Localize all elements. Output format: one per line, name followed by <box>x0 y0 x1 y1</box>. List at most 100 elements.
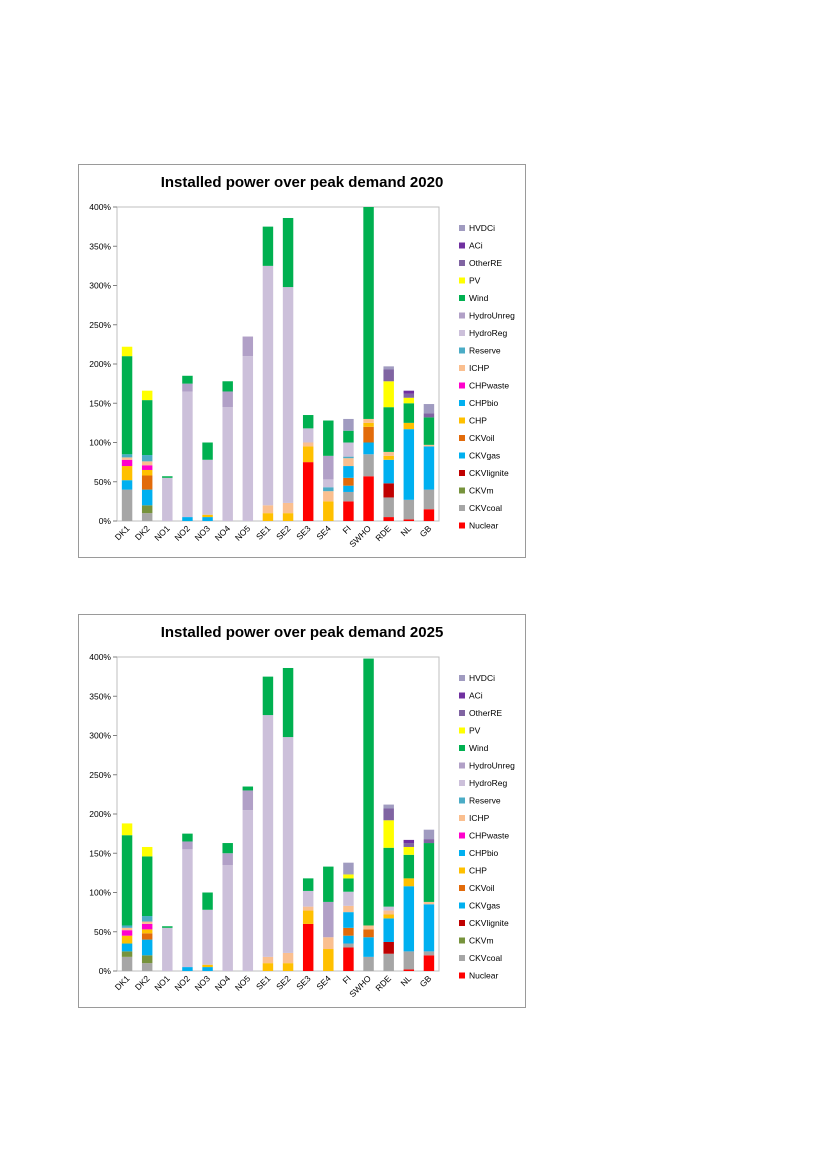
bar-segment-ichp-swho <box>363 418 374 423</box>
bar-segment-aci-nl <box>403 390 415 394</box>
bar-segment-hydroreg-se2 <box>282 737 294 953</box>
bar-segment-pv-dk2 <box>141 846 153 857</box>
x-tick-label: SE1 <box>254 523 273 542</box>
bar-segment-otherre-gb <box>423 413 435 418</box>
legend-label-hydrounreg: HydroUnreg <box>469 761 515 771</box>
legend-swatch-nuclear <box>459 972 465 979</box>
legend-label-chpwaste: CHPwaste <box>469 831 509 841</box>
bar-segment-hydroreg-no4 <box>222 407 233 521</box>
bar-segment-ckvoil-swho <box>363 426 374 443</box>
legend-label-hydroreg: HydroReg <box>469 778 508 788</box>
legend-swatch-hydrounreg <box>459 762 465 769</box>
bar-segment-reserve-dk2 <box>141 455 153 462</box>
bar-segment-hydroreg-rde <box>383 906 394 911</box>
bar-segment-ckvcoal-fi <box>343 943 354 948</box>
legend-label-aci: ACi <box>469 691 483 701</box>
bar-segment-ckvoil-dk2 <box>141 475 153 490</box>
bar-segment-wind-dk1 <box>121 835 133 926</box>
bar-segment-chp-dk2 <box>141 929 153 934</box>
bar-segment-hydroreg-se3 <box>302 890 314 907</box>
bar-segment-wind-gb <box>423 843 435 902</box>
bar-segment-hvdci-fi <box>343 862 354 875</box>
legend-swatch-aci <box>459 692 465 699</box>
legend-label-hvdci: HVDCi <box>469 223 495 233</box>
chart-plot: 0%50%100%150%200%250%300%350%400%DK1 DK2 N… <box>89 652 515 999</box>
bar-segment-wind-se2 <box>282 667 294 738</box>
bar-segment-wind-no4 <box>222 843 233 854</box>
bar-segment-ckvgas-nl <box>403 429 415 500</box>
bar-segment-chpwaste-dk2 <box>141 465 153 470</box>
bar-segment-ckvgas-swho <box>363 937 374 957</box>
legend-swatch-ckvlignite <box>459 470 465 476</box>
bar-segment-ichp-gb <box>423 901 435 905</box>
y-tick-label: 350% <box>89 241 111 251</box>
legend-swatch-reserve <box>459 797 465 804</box>
bar-segment-pv-rde <box>383 381 394 408</box>
x-tick-label: SE4 <box>314 523 333 542</box>
bar-segment-ichp-se3 <box>302 442 314 447</box>
legend-swatch-chp <box>459 417 465 424</box>
x-tick-label: NL <box>398 973 413 988</box>
bar-segment-hvdci-gb <box>423 404 435 414</box>
bar-segment-wind-no1 <box>162 476 173 478</box>
bar-segment-wind-rde <box>383 407 394 452</box>
bar-segment-chp-dk2 <box>141 469 153 476</box>
legend-label-ckvlignite: CKVlignite <box>469 468 509 478</box>
bar-segment-ichp-swho <box>363 925 374 930</box>
x-tick-label: NL <box>398 523 413 538</box>
bar-segment-ckvgas-rde <box>383 459 394 484</box>
x-tick-label: NO5 <box>233 973 253 993</box>
bar-segment-reserve-fi <box>343 456 354 459</box>
bar-segment-chp-se2 <box>282 963 294 971</box>
y-tick-label: 150% <box>89 848 111 858</box>
bar-segment-hydrounreg-no5 <box>242 336 254 357</box>
bar-segment-ckvgas-no3 <box>202 967 213 971</box>
bar-segment-wind-rde <box>383 847 394 907</box>
legend-label-ckvgas: CKVgas <box>469 901 500 911</box>
bar-segment-wind-se2 <box>282 217 294 288</box>
y-tick-label: 100% <box>89 438 111 448</box>
bar-segment-ckvgas-dk1 <box>121 943 133 952</box>
y-tick-label: 200% <box>89 809 111 819</box>
bar-segment-hydrounreg-no5 <box>242 790 254 811</box>
bar-segment-nuclear-rde <box>383 517 394 521</box>
bar-segment-hydroreg-se3 <box>302 428 314 443</box>
legend-label-ckvoil: CKVoil <box>469 883 495 893</box>
legend-label-ckvcoal: CKVcoal <box>469 953 502 963</box>
bar-segment-wind-no4 <box>222 381 233 392</box>
legend-label-pv: PV <box>469 276 481 286</box>
bar-segment-hvdci-rde <box>383 366 394 370</box>
chart-plot: 0%50%100%150%200%250%300%350%400%DK1 DK2 N… <box>89 202 515 549</box>
bar-segment-hvdci-gb <box>423 829 435 840</box>
legend-label-nuclear: Nuclear <box>469 971 498 981</box>
x-tick-label: SE2 <box>274 973 293 992</box>
bar-segment-ckvgas-swho <box>363 442 374 455</box>
bar-segment-hydrounreg-no4 <box>222 391 233 408</box>
bar-segment-ckvcoal-nl <box>403 499 415 520</box>
bar-segment-wind-dk2 <box>141 856 153 917</box>
legend-swatch-ckvm <box>459 487 465 494</box>
x-tick-label: SE2 <box>274 523 293 542</box>
bar-segment-ckvgas-no2 <box>182 517 193 521</box>
legend-label-ckvcoal: CKVcoal <box>469 503 502 513</box>
bar-segment-ichp-se4 <box>323 491 334 502</box>
bar-segment-wind-no5 <box>242 786 254 791</box>
bar-segment-hvdci-fi <box>343 418 354 431</box>
bar-segment-ckvgas-dk2 <box>141 939 153 956</box>
bar-segment-ckvcoal-gb <box>423 951 435 956</box>
x-tick-label: SE3 <box>294 973 313 992</box>
bar-segment-chp-no3 <box>202 514 213 518</box>
bar-segment-hydroreg-no1 <box>162 927 173 971</box>
bar-segment-chpbio-fi <box>343 466 354 478</box>
legend-label-ckvgas: CKVgas <box>469 451 500 461</box>
bar-segment-hydroreg-no1 <box>162 477 173 521</box>
bar-segment-pv-dk1 <box>121 823 133 836</box>
bar-segment-ckvoil-dk2 <box>141 933 153 940</box>
y-tick-label: 150% <box>89 398 111 408</box>
legend-label-ckvm: CKVm <box>469 486 494 496</box>
bar-segment-ichp-se2 <box>282 502 294 514</box>
bar-segment-wind-swho <box>363 658 374 926</box>
bar-segment-nuclear-fi <box>343 947 354 971</box>
legend-label-ichp: ICHP <box>469 363 490 373</box>
legend-swatch-ckvcoal <box>459 505 465 511</box>
